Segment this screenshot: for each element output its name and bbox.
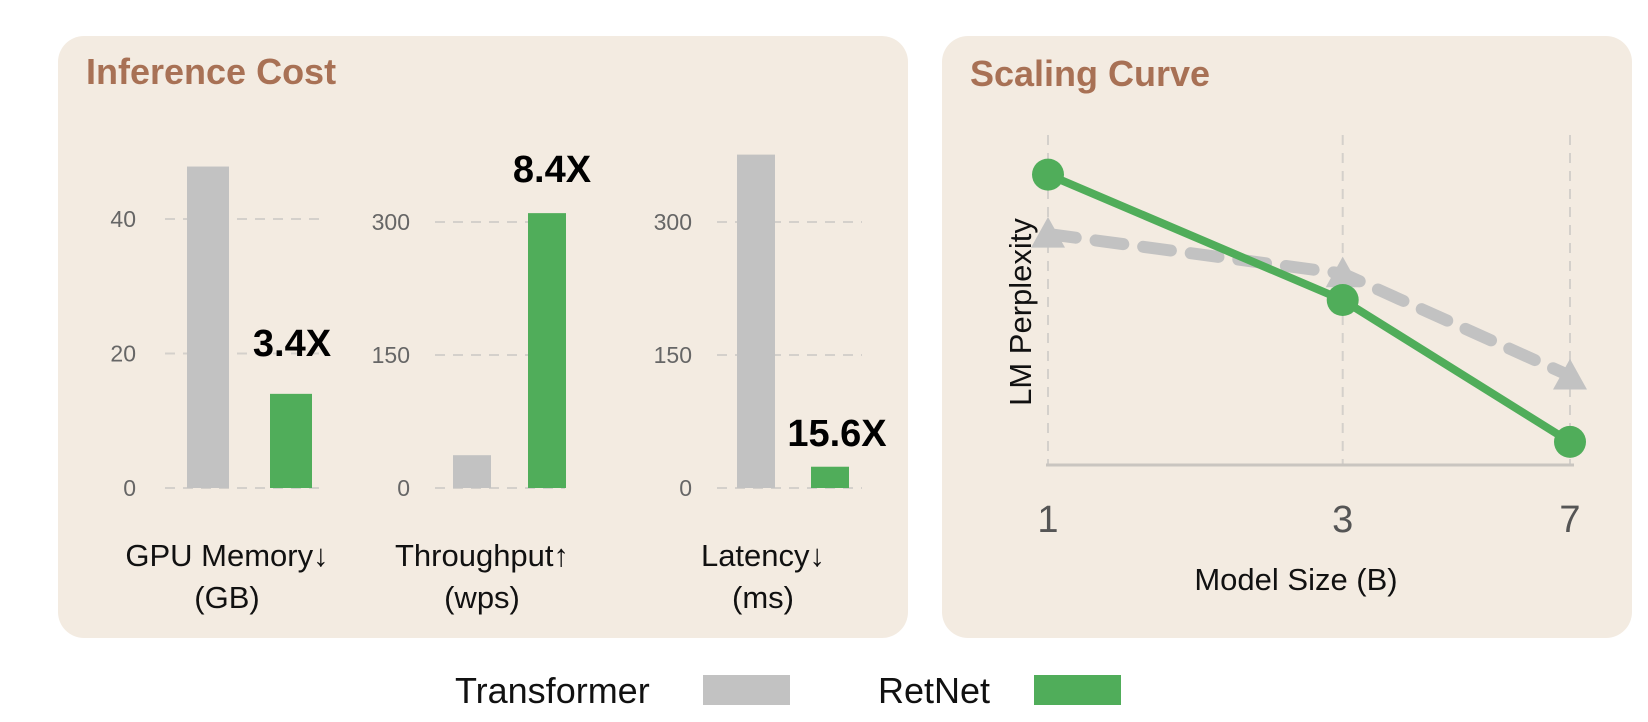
point-retnet (1326, 284, 1359, 316)
bar-retnet (811, 466, 849, 488)
bar-retnet (528, 213, 566, 488)
scaling-curve-title: Scaling Curve (970, 53, 1210, 94)
inference-cost-title: Inference Cost (86, 51, 336, 92)
y-tick-label: 150 (372, 342, 410, 368)
x-tick-label: 3 (1332, 499, 1353, 541)
point-transformer (1031, 217, 1065, 248)
x-tick-label: 1 (1037, 499, 1058, 541)
legend: Transformer RetNet (455, 670, 1121, 711)
category-unit-label: (GB) (194, 580, 259, 615)
legend-transformer-label: Transformer (455, 670, 650, 711)
category-unit-label: (ms) (732, 580, 794, 615)
y-tick-label: 0 (397, 475, 410, 501)
legend-retnet-swatch (1034, 675, 1121, 705)
y-tick-label: 300 (654, 209, 692, 235)
x-axis-label: Model Size (B) (1194, 562, 1397, 597)
legend-retnet-label: RetNet (878, 670, 990, 711)
y-tick-label: 300 (372, 209, 410, 235)
scaling-curve-plot: 1 3 7 Model Size (B) LM Perplexity (1003, 135, 1587, 597)
point-transformer (1325, 256, 1360, 288)
legend-transformer-swatch (703, 675, 790, 705)
category-label: Latency↓ (701, 538, 825, 573)
y-tick-label: 0 (679, 475, 692, 501)
subchart-3: 0 150 300 15.6X Latency↓ (ms) (654, 154, 887, 615)
category-unit-label: (wps) (444, 580, 520, 615)
point-transformer (1553, 358, 1587, 390)
point-retnet (1554, 425, 1586, 458)
inference-cost-bars: 0 20 40 3.4X GPU Memory↓ (GB) 0 150 300 8.4X Throu… (110, 149, 887, 615)
y-tick-label: 150 (654, 342, 692, 368)
scaling-curve-panel (942, 36, 1632, 638)
y-axis-label: LM Perplexity (1003, 218, 1038, 406)
y-tick-label: 0 (123, 475, 136, 501)
bar-retnet (270, 393, 312, 488)
y-tick-label: 20 (110, 341, 136, 367)
ratio-label: 3.4X (253, 323, 332, 365)
ratio-label: 8.4X (513, 149, 592, 191)
category-label: Throughput↑ (395, 538, 569, 573)
subchart-2: 0 150 300 8.4X Throughput↑ (wps) (372, 149, 592, 615)
y-tick-label: 40 (110, 206, 136, 232)
ratio-label: 15.6X (787, 413, 887, 455)
x-tick-label: 7 (1559, 499, 1580, 541)
category-label: GPU Memory↓ (125, 538, 328, 573)
bar-transformer (187, 166, 229, 489)
bar-transformer (737, 154, 775, 488)
subchart-1: 0 20 40 3.4X GPU Memory↓ (GB) (110, 166, 332, 615)
point-retnet (1032, 158, 1064, 191)
bar-transformer (453, 455, 491, 488)
